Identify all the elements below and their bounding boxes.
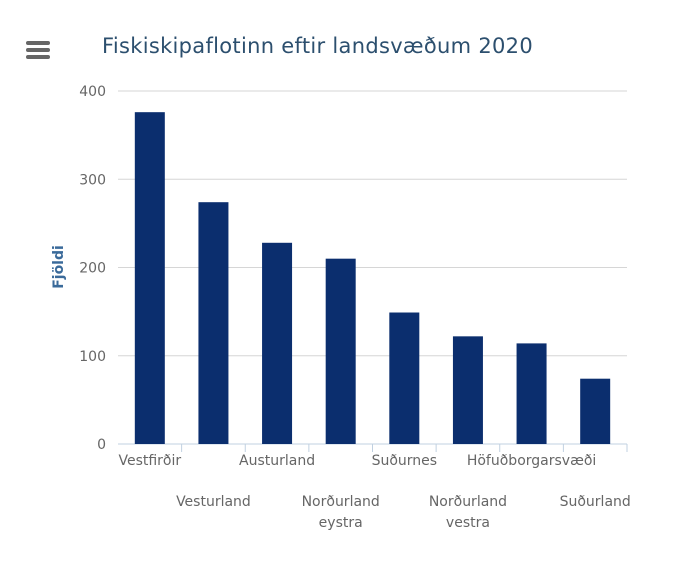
y-tick-label: 0 (97, 437, 106, 453)
x-tick-label: Vestfirðir (118, 453, 181, 469)
bar[interactable] (516, 343, 547, 444)
bar[interactable] (580, 378, 611, 444)
chart-title: Fiskiskipaflotinn eftir landsvæðum 2020 (102, 34, 533, 58)
x-tick-label: Vesturland (176, 494, 251, 510)
bar[interactable] (262, 242, 293, 444)
y-tick-label: 300 (79, 172, 106, 188)
x-tick-label: Austurland (239, 453, 315, 469)
bar[interactable] (325, 258, 356, 444)
x-tick-label: Höfuðborgarsvæði (467, 453, 596, 469)
bar[interactable] (389, 312, 420, 444)
bar[interactable] (134, 112, 165, 445)
x-tick-label: Suðurland (560, 494, 631, 510)
x-tick-label: Norðurland eystra (302, 494, 380, 531)
menu-icon[interactable] (26, 41, 50, 61)
y-tick-label: 100 (79, 349, 106, 365)
bar[interactable] (452, 336, 483, 444)
y-axis-label: Fjöldi (51, 245, 67, 289)
x-tick-label: Suðurnes (372, 453, 438, 469)
bar[interactable] (198, 202, 229, 444)
y-tick-label: 200 (79, 261, 106, 277)
x-tick-label: Norðurland vestra (429, 494, 507, 531)
y-tick-label: 400 (79, 84, 106, 100)
